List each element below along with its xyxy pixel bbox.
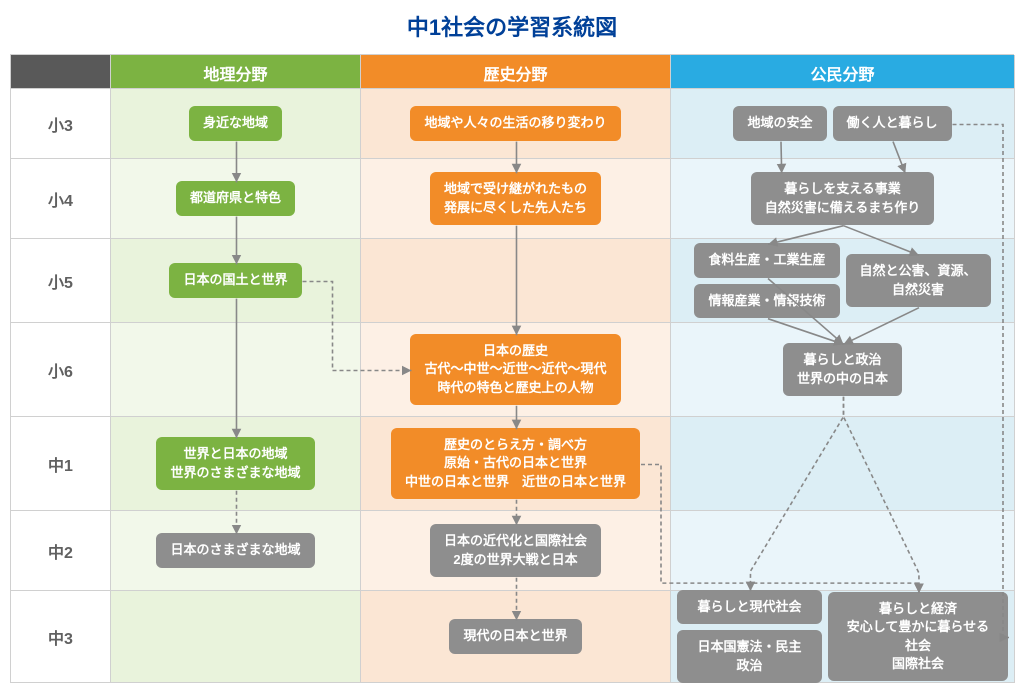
row-label: 中2	[11, 511, 111, 591]
row-label: 小6	[11, 323, 111, 417]
topic-box: 暮らしを支える事業 自然災害に備えるまち作り	[751, 172, 935, 224]
cell-geo-中3	[111, 591, 361, 683]
cell-civ-小4: 暮らしを支える事業 自然災害に備えるまち作り	[671, 159, 1015, 239]
cell-hist-小6: 日本の歴史 古代～中世～近世～近代～現代 時代の特色と歴史上の人物	[361, 323, 671, 417]
topic-box: 身近な地域	[189, 106, 282, 140]
header-civ: 公民分野	[671, 55, 1015, 89]
curriculum-grid: 地理分野歴史分野公民分野小3 身近な地域 地域や人々の生活の移り変わり 地域の安全働く…	[10, 54, 1014, 683]
cell-hist-中1: 歴史のとらえ方・調べ方 原始・古代の日本と世界 中世の日本と世界 近世の日本と世…	[361, 417, 671, 511]
row-label: 小4	[11, 159, 111, 239]
cell-civ-小5: 食料生産・工業生産情報産業・情報技術自然と公害、資源、 自然災害	[671, 239, 1015, 323]
topic-box: 歴史のとらえ方・調べ方 原始・古代の日本と世界 中世の日本と世界 近世の日本と世…	[391, 428, 640, 499]
cell-civ-中3: 暮らしと現代社会日本国憲法・民主政治暮らしと経済 安心して豊かに暮らせる社会 国…	[671, 591, 1015, 683]
topic-box: 都道府県と特色	[176, 181, 295, 215]
cell-geo-小5: 日本の国土と世界	[111, 239, 361, 323]
cell-civ-中2	[671, 511, 1015, 591]
topic-box: 暮らしと現代社会	[677, 590, 822, 624]
cell-geo-小6	[111, 323, 361, 417]
row-label: 小3	[11, 89, 111, 159]
cell-civ-小3: 地域の安全働く人と暮らし	[671, 89, 1015, 159]
cell-hist-中2: 日本の近代化と国際社会 2度の世界大戦と日本	[361, 511, 671, 591]
cell-geo-小4: 都道府県と特色	[111, 159, 361, 239]
topic-box: 日本の近代化と国際社会 2度の世界大戦と日本	[430, 524, 601, 576]
topic-box: 地域や人々の生活の移り変わり	[410, 106, 620, 140]
topic-box: 食料生産・工業生産	[694, 243, 839, 277]
page-title: 中1社会の学習系統図	[10, 10, 1014, 42]
row-label: 小5	[11, 239, 111, 323]
header-geo: 地理分野	[111, 55, 361, 89]
cell-geo-中2: 日本のさまざまな地域	[111, 511, 361, 591]
cell-hist-小4: 地域で受け継がれたもの 発展に尽くした先人たち	[361, 159, 671, 239]
topic-box: 暮らしと政治 世界の中の日本	[783, 343, 902, 395]
topic-box: 地域の安全	[733, 106, 826, 140]
topic-box: 日本の国土と世界	[169, 263, 301, 297]
cell-hist-小5	[361, 239, 671, 323]
topic-box: 働く人と暮らし	[833, 106, 952, 140]
topic-box: 自然と公害、資源、 自然災害	[846, 254, 991, 306]
topic-box: 情報産業・情報技術	[694, 284, 839, 318]
cell-civ-中1	[671, 417, 1015, 511]
cell-hist-小3: 地域や人々の生活の移り変わり	[361, 89, 671, 159]
topic-box: 日本の歴史 古代～中世～近世～近代～現代 時代の特色と歴史上の人物	[410, 334, 620, 405]
header-blank	[11, 55, 111, 89]
topic-box: 日本のさまざまな地域	[156, 533, 314, 567]
cell-geo-小3: 身近な地域	[111, 89, 361, 159]
topic-box: 暮らしと経済 安心して豊かに暮らせる社会 国際社会	[828, 592, 1008, 681]
topic-box: 地域で受け継がれたもの 発展に尽くした先人たち	[430, 172, 601, 224]
topic-box: 日本国憲法・民主政治	[677, 630, 822, 682]
topic-box: 現代の日本と世界	[449, 619, 581, 653]
row-label: 中1	[11, 417, 111, 511]
header-hist: 歴史分野	[361, 55, 671, 89]
cell-hist-中3: 現代の日本と世界	[361, 591, 671, 683]
topic-box: 世界と日本の地域 世界のさまざまな地域	[156, 437, 314, 489]
cell-civ-小6: 暮らしと政治 世界の中の日本	[671, 323, 1015, 417]
cell-geo-中1: 世界と日本の地域 世界のさまざまな地域	[111, 417, 361, 511]
row-label: 中3	[11, 591, 111, 683]
